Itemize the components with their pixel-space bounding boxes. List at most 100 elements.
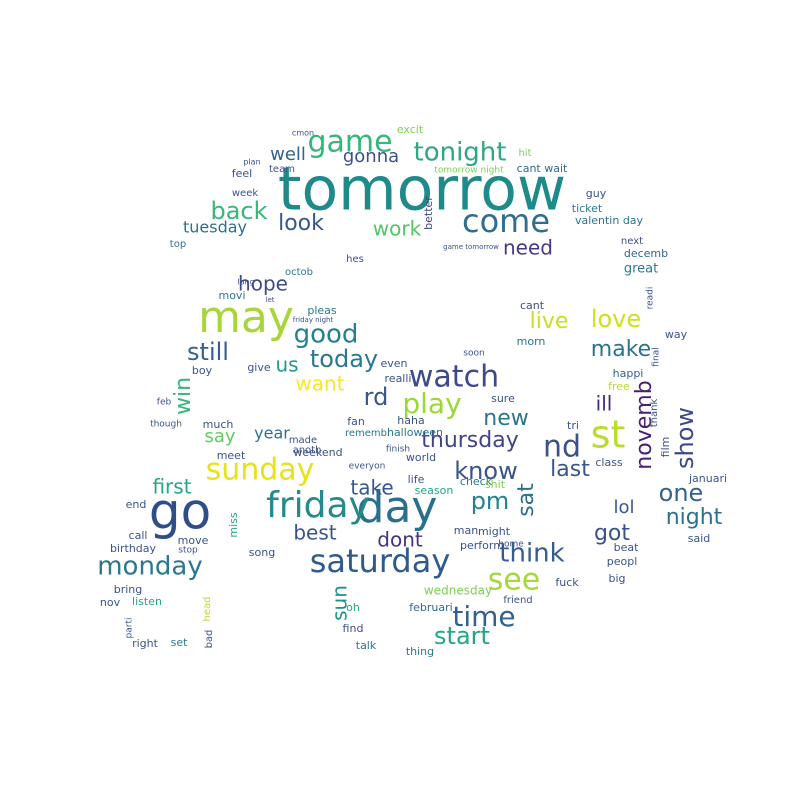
- cloud-word-watch: watch: [409, 360, 499, 395]
- cloud-word-stop: stop: [178, 546, 198, 556]
- cloud-word-move: move: [178, 534, 209, 547]
- cloud-word-end: end: [126, 498, 147, 511]
- cloud-word-make: make: [591, 337, 651, 362]
- cloud-word-new: new: [483, 406, 528, 431]
- cloud-word-game: game: [307, 125, 392, 160]
- cloud-word-sunday: sunday: [206, 453, 315, 488]
- cloud-word-check: check: [460, 475, 493, 488]
- cloud-word-tonight: tonight: [414, 138, 507, 168]
- cloud-word-birthday: birthday: [110, 542, 157, 555]
- cloud-word-free: free: [608, 380, 630, 393]
- cloud-word-feel: feel: [232, 167, 252, 180]
- cloud-word-team: team: [269, 164, 295, 175]
- cloud-word-way: way: [665, 328, 688, 341]
- cloud-word-much: much: [203, 418, 234, 431]
- cloud-word-play: play: [402, 387, 461, 420]
- cloud-word-long: long: [237, 278, 254, 287]
- cloud-word-still: still: [187, 338, 229, 366]
- cloud-word-gonna: gonna: [343, 146, 399, 167]
- cloud-word-novemb: novemb: [632, 380, 657, 469]
- cloud-word-call: call: [129, 529, 148, 542]
- cloud-word-say: say: [204, 426, 235, 447]
- cloud-word-miss: miss: [227, 512, 240, 538]
- cloud-word-pm: pm: [471, 487, 510, 515]
- cloud-word-first: first: [152, 475, 191, 499]
- cloud-word-boy: boy: [192, 364, 213, 377]
- cloud-word-man: man: [454, 524, 478, 537]
- cloud-word-everyon: everyon: [349, 462, 386, 472]
- cloud-word-work: work: [373, 217, 422, 241]
- cloud-word-see: see: [488, 563, 541, 598]
- cloud-word-cmon: cmon: [292, 129, 314, 138]
- cloud-word-sun: sun: [328, 585, 352, 621]
- cloud-word-season: season: [415, 484, 454, 497]
- cloud-word-time: time: [452, 600, 515, 633]
- cloud-word-peopl: peopl: [607, 555, 638, 568]
- cloud-word-rd: rd: [364, 383, 389, 411]
- cloud-word-world: world: [406, 451, 436, 464]
- cloud-word-cant: cant: [520, 299, 545, 312]
- cloud-word-thank: thank: [649, 399, 660, 428]
- cloud-word-thursday: thursday: [421, 428, 519, 453]
- cloud-word-excit: excit: [397, 123, 424, 136]
- cloud-word-top: top: [170, 239, 186, 250]
- cloud-word-might: might: [478, 525, 511, 538]
- cloud-word-know: know: [454, 457, 517, 485]
- cloud-word-friday: friday: [266, 485, 370, 526]
- cloud-word-weekend: weekend: [293, 446, 342, 459]
- cloud-word-made: made: [289, 435, 317, 446]
- cloud-word-need: need: [503, 236, 553, 260]
- cloud-word-life: life: [408, 473, 425, 486]
- cloud-word-pleas: pleas: [307, 304, 337, 317]
- cloud-word-januari: januari: [688, 472, 727, 485]
- cloud-word-year: year: [254, 424, 290, 443]
- cloud-word-today: today: [310, 345, 378, 373]
- cloud-word-look: look: [278, 211, 324, 236]
- cloud-word-bad: bad: [204, 630, 215, 649]
- cloud-word-start: start: [434, 622, 490, 650]
- cloud-word-right: right: [132, 637, 159, 650]
- cloud-word-said: said: [688, 532, 711, 545]
- cloud-word-hit: hit: [518, 148, 531, 159]
- cloud-word-rememb: rememb: [345, 428, 387, 439]
- cloud-word-back: back: [210, 197, 267, 225]
- cloud-word-finish: finish: [386, 445, 410, 455]
- cloud-word-go: go: [149, 483, 211, 541]
- cloud-word-us: us: [275, 353, 298, 377]
- cloud-word-friday-night: friday night: [293, 316, 334, 324]
- cloud-word-bring: bring: [114, 583, 143, 596]
- cloud-word-got: got: [594, 521, 630, 546]
- cloud-word-hope: hope: [238, 272, 288, 296]
- cloud-word-home: home: [498, 540, 524, 550]
- cloud-word-readi: readi: [646, 287, 656, 310]
- cloud-word-final: final: [652, 347, 662, 366]
- cloud-word-movi: movi: [218, 289, 245, 302]
- cloud-word-tomorrow-night: tomorrow night: [434, 166, 504, 176]
- cloud-word-realli: realli: [385, 372, 412, 385]
- cloud-word-sure: sure: [491, 392, 515, 405]
- cloud-word-take: take: [350, 476, 393, 500]
- cloud-word-class: class: [595, 456, 623, 469]
- cloud-word-head: head: [202, 597, 213, 622]
- cloud-word-tomorrow: tomorrow: [278, 155, 566, 225]
- cloud-word-dont: dont: [377, 528, 423, 552]
- cloud-word-one: one: [659, 479, 704, 507]
- cloud-word-ill: ill: [596, 392, 613, 416]
- cloud-word-lol: lol: [613, 497, 634, 518]
- cloud-word-parti: parti: [125, 618, 135, 639]
- cloud-word-may: may: [198, 292, 294, 343]
- cloud-word-hes: hes: [346, 254, 364, 265]
- cloud-word-anoth: anoth: [293, 445, 322, 456]
- cloud-word-day: day: [357, 482, 438, 533]
- cloud-word-even: even: [380, 357, 407, 370]
- cloud-word-big: big: [608, 572, 625, 585]
- cloud-word-cant-wait: cant wait: [517, 162, 568, 175]
- cloud-word-good: good: [294, 320, 359, 350]
- cloud-word-soon: soon: [463, 349, 484, 359]
- cloud-word-listen: listen: [132, 595, 162, 608]
- cloud-word-night: night: [666, 505, 723, 530]
- cloud-word-want: want: [295, 372, 344, 396]
- cloud-word-happi: happi: [613, 367, 644, 380]
- cloud-word-best: best: [293, 521, 336, 545]
